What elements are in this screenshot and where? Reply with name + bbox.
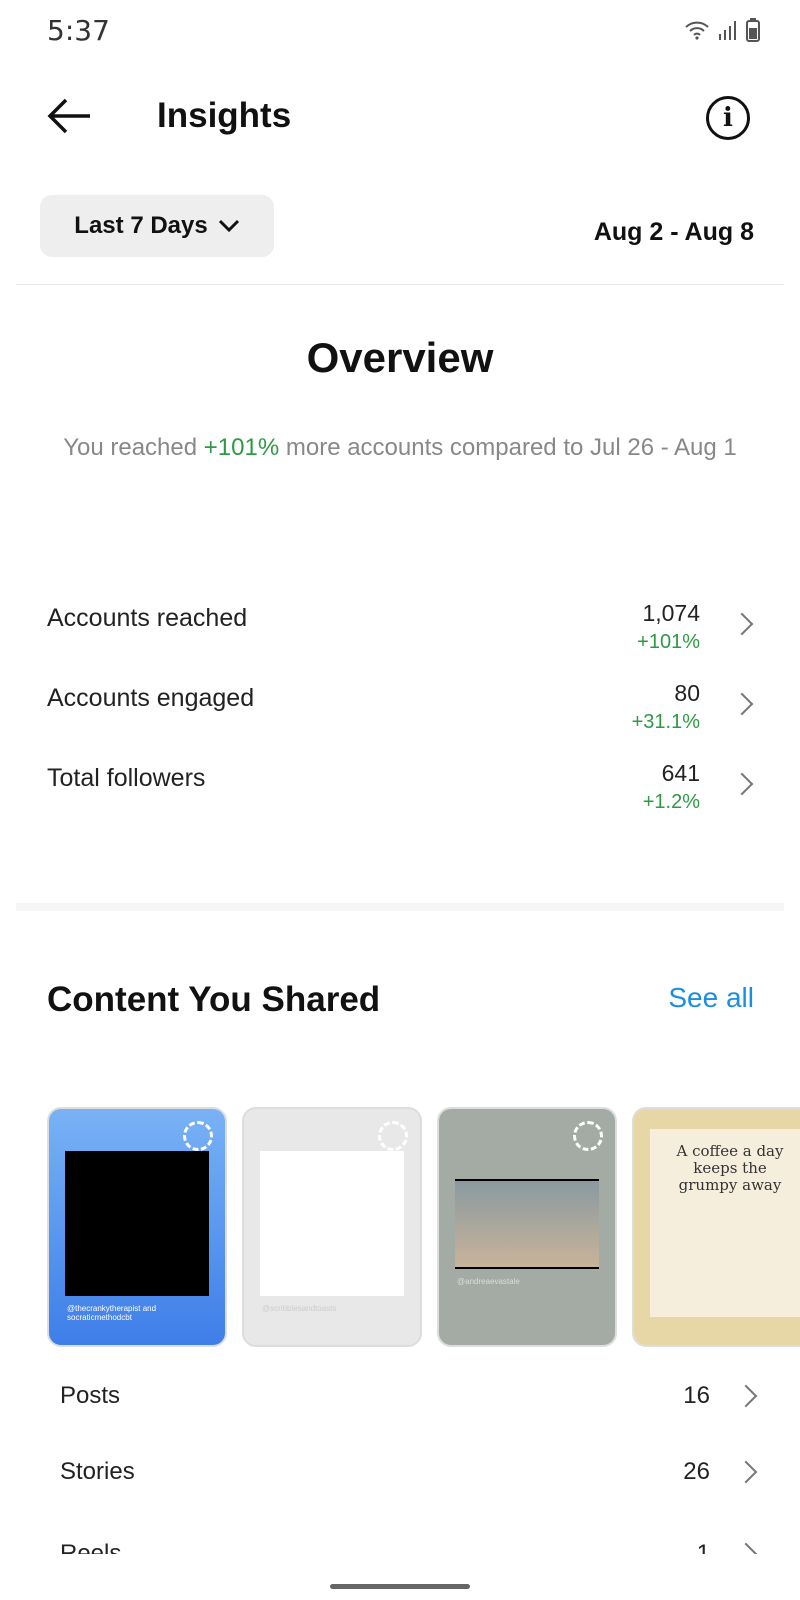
story-ring-icon [378, 1121, 408, 1151]
reach-summary: You reached +101% more accounts compared… [60, 432, 740, 464]
chevron-right-icon [730, 612, 754, 636]
chevron-down-icon [218, 219, 239, 233]
thumb-caption: A coffee a day keeps the grumpy away [650, 1129, 800, 1317]
content-row-posts[interactable]: Posts 16 [60, 1382, 758, 1422]
divider [16, 284, 784, 285]
thumb-caption: @thecrankytherapist and socraticmethodcb… [67, 1304, 157, 1322]
row-label: Reels [60, 1540, 122, 1554]
value: 641 [661, 760, 700, 786]
metric-change: +101% [637, 631, 700, 653]
chevron-right-icon [734, 1384, 758, 1408]
value: 1,074 [642, 600, 700, 626]
content-row-reels[interactable]: Reels 1 [60, 1540, 758, 1554]
metric-value: 641 +1.2% [643, 760, 700, 814]
value: 80 [674, 680, 700, 706]
wifi-icon [685, 21, 709, 40]
overview-title: Overview [306, 334, 494, 381]
content-thumbnail[interactable]: A coffee a day keeps the grumpy away [632, 1107, 800, 1347]
thumb-caption: @andreaevastale [457, 1277, 520, 1286]
metric-change: +1.2% [642, 791, 700, 813]
video-still [455, 1179, 599, 1269]
battery-icon [746, 18, 760, 42]
content-section-title: Content You Shared [47, 980, 381, 1019]
clipped-row-wrapper: Reels 1 [0, 1534, 800, 1554]
reach-suffix: more accounts compared to Jul 26 - Aug 1 [279, 434, 737, 461]
metric-accounts-reached[interactable]: Accounts reached 1,074 +101% [47, 600, 754, 674]
row-label: Stories [60, 1458, 135, 1485]
metric-label: Accounts reached [47, 604, 248, 632]
cartoon-image [260, 1151, 404, 1296]
date-range-label: Last 7 Days [74, 212, 208, 239]
metric-total-followers[interactable]: Total followers 641 +1.2% [47, 760, 754, 834]
tweet-image [65, 1151, 209, 1296]
metric-label: Total followers [47, 764, 206, 792]
row-value: 16 [683, 1382, 710, 1409]
row-value: 26 [683, 1458, 710, 1485]
signal-icon [719, 21, 736, 40]
back-arrow-icon[interactable] [46, 96, 92, 136]
status-icons [684, 18, 760, 42]
chevron-right-icon [730, 692, 754, 716]
metric-change: +31.1% [631, 711, 700, 733]
metric-value: 1,074 +101% [637, 600, 700, 654]
metric-accounts-engaged[interactable]: Accounts engaged 80 +31.1% [47, 680, 754, 754]
status-time: 5:37 [47, 14, 110, 47]
date-range-text: Aug 2 - Aug 8 [593, 218, 754, 246]
reach-prefix: You reached [63, 434, 204, 461]
metric-label: Accounts engaged [47, 684, 255, 712]
story-ring-icon [573, 1121, 603, 1151]
see-all-link[interactable]: See all [668, 982, 754, 1013]
date-range-dropdown[interactable]: Last 7 Days [40, 195, 274, 257]
page-title: Insights [157, 96, 292, 135]
content-thumbnail[interactable]: @thecrankytherapist and socraticmethodcb… [47, 1107, 227, 1347]
chevron-right-icon [734, 1542, 758, 1554]
content-thumbnail[interactable]: @andreaevastale [437, 1107, 617, 1347]
info-icon[interactable]: i [706, 96, 750, 140]
home-indicator[interactable] [330, 1584, 470, 1589]
row-label: Posts [60, 1382, 121, 1409]
thumb-caption: @scribblesandtoasts [262, 1304, 337, 1313]
content-row-stories[interactable]: Stories 26 [60, 1458, 758, 1498]
row-value: 1 [696, 1540, 710, 1554]
chevron-right-icon [734, 1460, 758, 1484]
metric-value: 80 +31.1% [632, 680, 700, 734]
section-divider [16, 903, 784, 911]
story-ring-icon [183, 1121, 213, 1151]
reach-pct: +101% [203, 434, 280, 461]
content-thumbnail[interactable]: @scribblesandtoasts [242, 1107, 422, 1347]
chevron-right-icon [730, 772, 754, 796]
